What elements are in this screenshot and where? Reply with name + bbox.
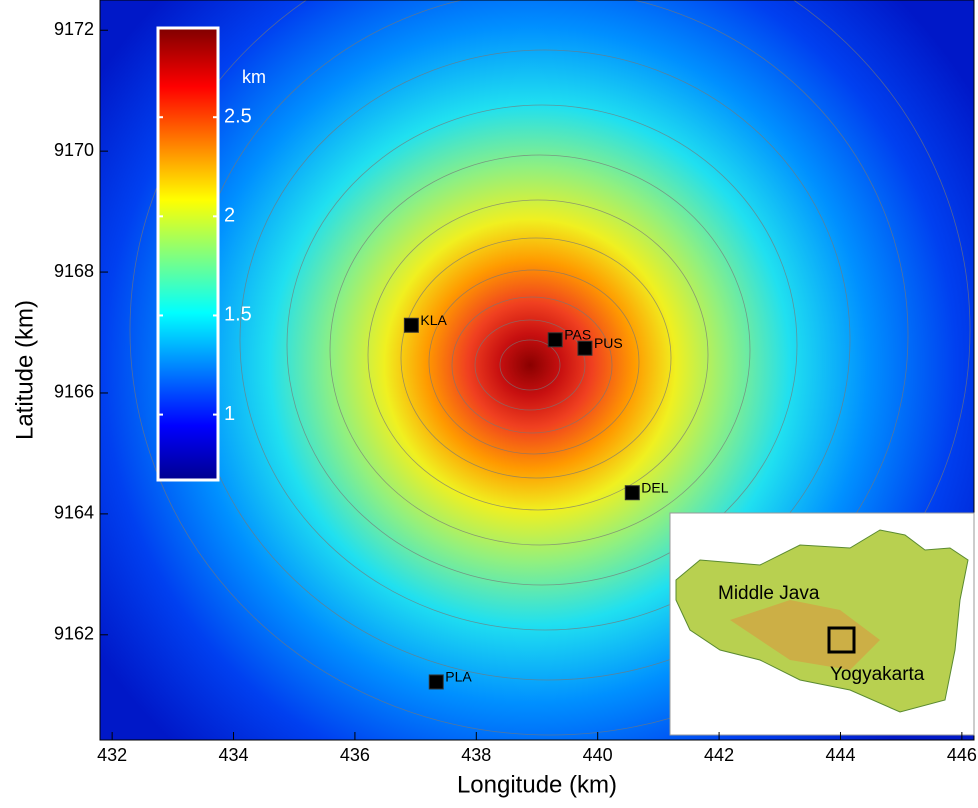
inset-label: Middle Java (718, 583, 820, 604)
inset-label: Yogyakarta (830, 664, 925, 685)
colorbar-tick-label: 1.5 (224, 304, 252, 326)
inset-map: Middle Java Yogyakarta (669, 512, 975, 736)
y-tick-label: 9170 (54, 140, 94, 160)
colorbar: 1 1.5 2 2.5 km (156, 26, 266, 482)
y-axis-label: Latitude (km) (11, 300, 38, 440)
y-tick-label: 9164 (54, 503, 94, 523)
inset-study-area (827, 626, 856, 654)
plot-frame (99, 0, 975, 741)
colorbar-label: km (242, 67, 266, 87)
colorbar-tick-label: 2.5 (224, 105, 252, 127)
contours (129, 0, 971, 736)
terrain (100, 0, 974, 740)
station-label: PAS (564, 326, 591, 342)
station-marker (547, 332, 563, 348)
x-tick-label: 436 (340, 745, 370, 765)
x-axis-label: Longitude (km) (457, 771, 617, 798)
x-tick-label: 446 (947, 745, 977, 765)
station-marker (577, 340, 593, 356)
station-label: DEL (641, 479, 668, 495)
x-tick-label: 442 (704, 745, 734, 765)
colorbar-tick-label: 1 (224, 403, 235, 425)
x-tick-label: 440 (583, 745, 613, 765)
y-tick-label: 9166 (54, 382, 94, 402)
y-tick-label: 9162 (54, 624, 94, 644)
station-label: PLA (445, 669, 472, 685)
station-marker (403, 317, 419, 333)
station-label: KLA (420, 312, 447, 328)
colorbar-scale (156, 26, 220, 482)
station-label: PUS (594, 335, 623, 351)
colorbar-tick-label: 2 (224, 205, 235, 227)
x-tick-label: 432 (97, 745, 127, 765)
x-tick-label: 438 (461, 745, 491, 765)
station-marker (624, 485, 640, 501)
y-tick-label: 9168 (54, 261, 94, 281)
x-tick-label: 444 (825, 745, 855, 765)
y-tick-label: 9172 (54, 19, 94, 39)
station-marker (428, 674, 444, 690)
x-tick-label: 434 (219, 745, 249, 765)
